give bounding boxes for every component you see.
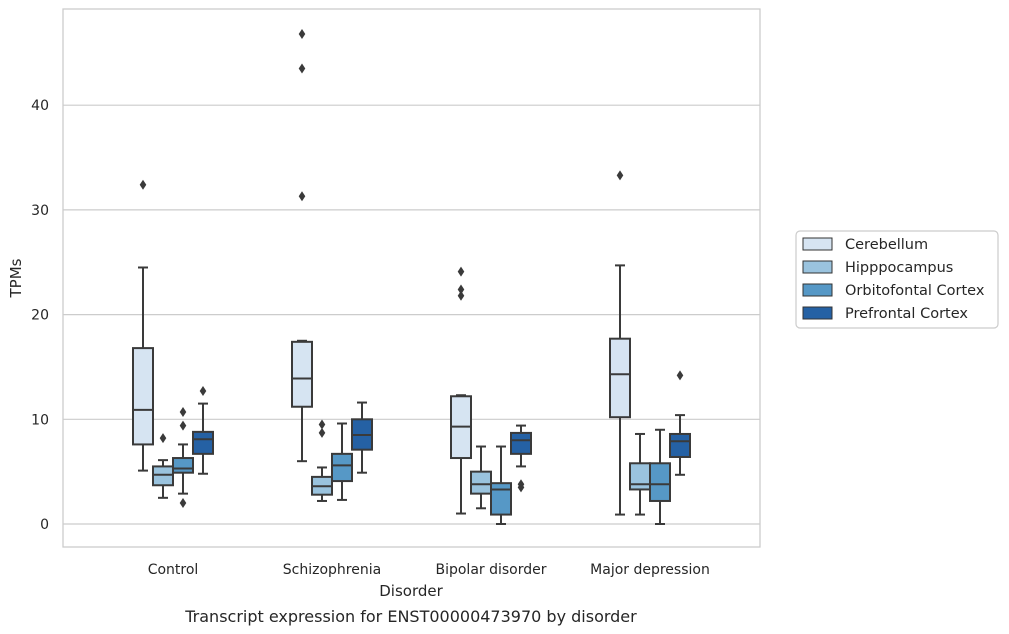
y-tick-label: 40 (31, 98, 49, 114)
y-tick-label: 20 (31, 308, 49, 324)
box-prefrontal-cortex-3 (669, 370, 691, 476)
outlier-point (616, 170, 624, 181)
grid-lines (63, 104, 760, 525)
box-orbitofontal-cortex-0 (172, 406, 194, 509)
box-body (649, 462, 671, 502)
legend-swatch (802, 283, 833, 297)
outlier-point (179, 498, 187, 509)
box-hipppocampus-0 (152, 433, 174, 499)
outlier-point (517, 479, 525, 490)
outlier-point (159, 433, 167, 444)
box-body (510, 431, 532, 455)
legend-label: Prefrontal Cortex (845, 306, 968, 322)
x-axis: Control Schizophrenia Bipolar disorder Majo… (148, 562, 710, 578)
box-orbitofontal-cortex-3 (649, 428, 671, 525)
box-cerebellum-3 (609, 170, 631, 516)
box-prefrontal-cortex-1 (351, 401, 373, 474)
x-tick-label: Bipolar disorder (435, 562, 546, 578)
box-cerebellum-2 (450, 266, 472, 515)
box-body (490, 482, 512, 516)
box-body (152, 465, 174, 487)
outlier-point (179, 406, 187, 417)
legend-swatch (802, 306, 833, 320)
outlier-point (298, 191, 306, 202)
legend: Cerebellum Hipppocampus Orbitofontal Corte… (795, 230, 999, 329)
y-tick-label: 0 (40, 517, 49, 533)
legend-label: Cerebellum (845, 237, 928, 253)
box-orbitofontal-cortex-2 (490, 445, 512, 525)
y-tick-label: 10 (31, 412, 49, 428)
outlier-point (179, 420, 187, 431)
box-body (629, 462, 651, 491)
legend-swatch (802, 260, 833, 274)
box-body (291, 340, 313, 408)
y-axis: 0 10 20 30 40 (31, 98, 49, 533)
legend-label: Hipppocampus (845, 260, 953, 276)
box-hipppocampus-2 (470, 445, 492, 510)
outlier-point (199, 386, 207, 397)
box-prefrontal-cortex-0 (192, 386, 214, 475)
x-axis-label: Disorder (379, 582, 443, 600)
box-orbitofontal-cortex-1 (331, 422, 353, 501)
box-hipppocampus-1 (311, 419, 333, 502)
outlier-point (318, 427, 326, 438)
box-body (669, 432, 691, 458)
y-tick-label: 30 (31, 203, 49, 219)
plot-frame (62, 8, 761, 548)
outlier-point (457, 290, 465, 301)
box-body (192, 430, 214, 455)
y-axis-label: TPMs (7, 258, 25, 298)
legend-frame (795, 230, 999, 329)
x-tick-label: Schizophrenia (283, 562, 381, 578)
outlier-point (298, 29, 306, 40)
outlier-point (457, 266, 465, 277)
box-body (132, 347, 154, 446)
legend-swatch (802, 237, 833, 251)
box-prefrontal-cortex-2 (510, 424, 532, 493)
box-hipppocampus-3 (629, 432, 651, 516)
x-tick-label: Control (148, 562, 199, 578)
x-tick-label: Major depression (590, 562, 710, 578)
box-body (331, 452, 353, 483)
outlier-point (298, 63, 306, 74)
box-body (609, 337, 631, 419)
outlier-point (676, 370, 684, 381)
legend-label: Orbitofontal Cortex (845, 283, 985, 299)
boxes (132, 29, 691, 525)
outlier-point (139, 179, 147, 190)
box-body (470, 470, 492, 495)
box-cerebellum-0 (132, 179, 154, 472)
outlier-point (457, 284, 465, 295)
outlier-point (318, 419, 326, 430)
chart-caption: Transcript expression for ENST0000047397… (184, 607, 637, 626)
box-cerebellum-1 (291, 29, 313, 463)
box-body (172, 457, 194, 474)
